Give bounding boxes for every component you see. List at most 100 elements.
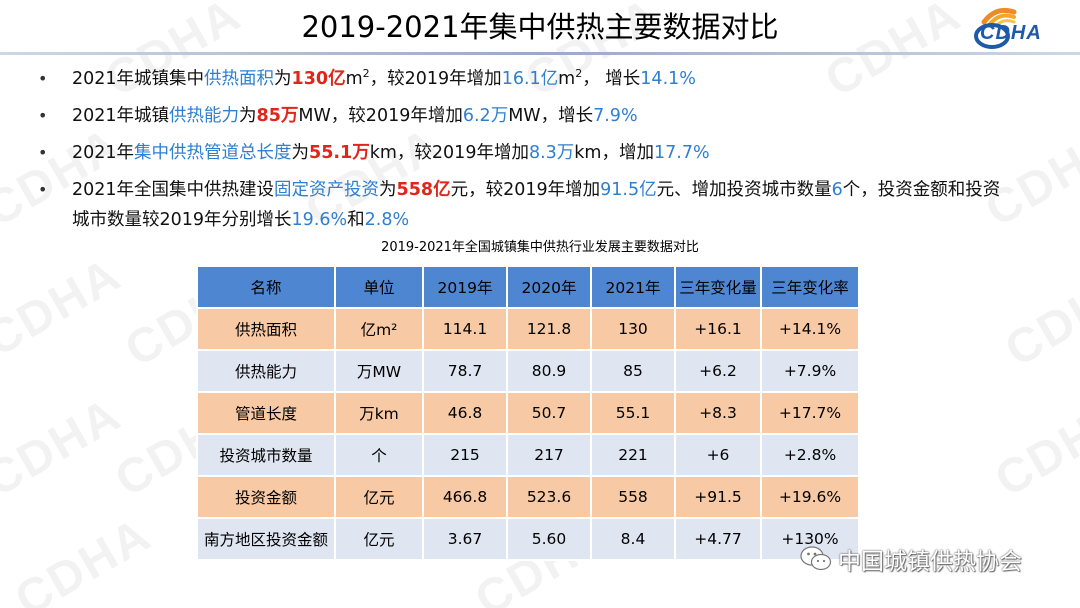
bullet-text: m: [345, 69, 363, 89]
bullet-item: 2021年集中供热管道总长度为55.1万km，较2019年增加8.3万km，增加…: [36, 138, 1066, 168]
highlight-text: 2.8%: [364, 210, 410, 230]
bullet-text: 为: [274, 69, 292, 89]
bullet-item: 2021年全国集中供热建设固定资产投资为558亿元，较2019年增加91.5亿元…: [36, 175, 1002, 235]
column-header: 名称: [196, 265, 336, 309]
table-cell: 供热面积: [196, 307, 336, 351]
highlight-text: 7.9%: [593, 106, 638, 126]
bullet-text: MW，较2019年增加: [298, 106, 463, 126]
highlight-text: 固定资产投资: [274, 180, 380, 200]
watermark: CDHA: [986, 387, 1080, 508]
bullet-text: 2021年城镇集中: [72, 69, 205, 89]
table-cell: 221: [590, 433, 676, 477]
highlight-text: 17.7%: [653, 143, 710, 163]
table-cell: 217: [506, 433, 592, 477]
table-cell: 投资金额: [196, 475, 336, 519]
table-cell: +8.3: [674, 391, 762, 435]
watermark: CDHA: [996, 257, 1080, 378]
table-row: 投资城市数量 个 215 217 221 +6 +2.8%: [196, 433, 860, 477]
table-cell: +2.8%: [760, 433, 860, 477]
bullet-text: 和: [347, 210, 365, 230]
table-row: 投资金额 亿元 466.8 523.6 558 +91.5 +19.6%: [196, 475, 860, 519]
logo-text: CDHA: [980, 22, 1042, 44]
bullet-text: MW，增长: [508, 106, 594, 126]
table-cell: 50.7: [506, 391, 592, 435]
table-cell: 80.9: [506, 349, 592, 393]
bullet-text: 2021年: [72, 143, 135, 163]
table-cell: 8.4: [590, 517, 676, 561]
table-cell: 亿元: [334, 517, 424, 561]
table-cell: 523.6: [506, 475, 592, 519]
table-cell: 78.7: [422, 349, 508, 393]
data-table: 名称 单位 2019年 2020年 2021年 三年变化量 三年变化率 供热面积…: [196, 265, 860, 561]
table-cell: +91.5: [674, 475, 762, 519]
bullet-text: 2021年城镇: [72, 106, 170, 126]
table-cell: 管道长度: [196, 391, 336, 435]
table-row: 南方地区投资金额 亿元 3.67 5.60 8.4 +4.77 +130%: [196, 517, 860, 561]
table-cell: 466.8: [422, 475, 508, 519]
cdha-logo-icon: [974, 7, 1017, 49]
table-cell: 万MW: [334, 349, 424, 393]
table-cell: +17.7%: [760, 391, 860, 435]
table-row: 供热能力 万MW 78.7 80.9 85 +6.2 +7.9%: [196, 349, 860, 393]
watermark: CDHA: [6, 507, 161, 608]
highlight-text: 91.5亿: [600, 180, 657, 200]
table-row: 供热面积 亿m² 114.1 121.8 130 +16.1 +14.1%: [196, 307, 860, 351]
column-header: 单位: [334, 265, 424, 309]
table-title: 2019-2021年全国城镇集中供热行业发展主要数据对比: [381, 240, 699, 255]
table-cell: +16.1: [674, 307, 762, 351]
bullet-text: 为: [239, 106, 257, 126]
table-cell: 121.8: [506, 307, 592, 351]
table-cell: 个: [334, 433, 424, 477]
table-cell: +4.77: [674, 517, 762, 561]
bullet-text: 个，投资金额和投资城市数量较2019年分别增长: [72, 180, 1001, 230]
table-cell: 114.1: [422, 307, 508, 351]
table-cell: 55.1: [590, 391, 676, 435]
bullet-item: 2021年城镇集中供热面积为130亿m2，较2019年增加16.1亿m2， 增长…: [36, 64, 1066, 94]
page-title: 2019-2021年集中供热主要数据对比: [301, 10, 779, 44]
bullet-text: 元，较2019年增加: [450, 180, 601, 200]
highlight-text: 集中供热管道总长度: [134, 143, 292, 163]
summary-bullets: 2021年城镇集中供热面积为130亿m2，较2019年增加16.1亿m2， 增长…: [36, 64, 1066, 242]
bullet-text: km，增加: [574, 143, 654, 163]
column-header: 三年变化率: [760, 265, 860, 309]
table-cell: 3.67: [422, 517, 508, 561]
watermark: CDHA: [0, 387, 131, 508]
bullet-text: ，较2019年增加: [369, 69, 502, 89]
table-cell: 46.8: [422, 391, 508, 435]
table-cell: 万km: [334, 391, 424, 435]
column-header: 三年变化量: [674, 265, 762, 309]
table-cell: 亿m²: [334, 307, 424, 351]
column-header: 2019年: [422, 265, 508, 309]
title-divider: [0, 52, 1080, 55]
key-value: 130亿: [291, 69, 346, 89]
bullet-text: ， 增长: [582, 69, 641, 89]
bullet-text: m: [558, 69, 576, 89]
watermark: CDHA: [0, 247, 131, 368]
key-value: 558亿: [396, 180, 451, 200]
bullet-text: 2: [362, 67, 370, 81]
highlight-text: 6.2万: [462, 106, 509, 126]
table-cell: +19.6%: [760, 475, 860, 519]
wechat-account-name: 中国城镇供热协会: [838, 549, 1022, 575]
table-row: 管道长度 万km 46.8 50.7 55.1 +8.3 +17.7%: [196, 391, 860, 435]
table-cell: 南方地区投资金额: [196, 517, 336, 561]
table-cell: 投资城市数量: [196, 433, 336, 477]
highlight-text: 16.1亿: [501, 69, 559, 89]
table-cell: +14.1%: [760, 307, 860, 351]
table-cell: +6: [674, 433, 762, 477]
highlight-text: 6: [831, 180, 843, 200]
column-header: 2021年: [590, 265, 676, 309]
highlight-text: 14.1%: [640, 69, 696, 89]
bullet-text: 元、增加投资城市数量: [656, 180, 832, 200]
table-cell: 215: [422, 433, 508, 477]
table-cell: 供热能力: [196, 349, 336, 393]
key-value: 55.1万: [309, 143, 370, 163]
table-cell: 亿元: [334, 475, 424, 519]
highlight-text: 供热能力: [169, 106, 240, 126]
table-header-row: 名称 单位 2019年 2020年 2021年 三年变化量 三年变化率: [196, 265, 860, 309]
wechat-account-badge: 中国城镇供热协会: [800, 542, 1022, 576]
table-cell: 5.60: [506, 517, 592, 561]
bullet-text: 2021年全国集中供热建设: [72, 180, 275, 200]
table-cell: 130: [590, 307, 676, 351]
bullet-text: km，较2019年增加: [369, 143, 529, 163]
